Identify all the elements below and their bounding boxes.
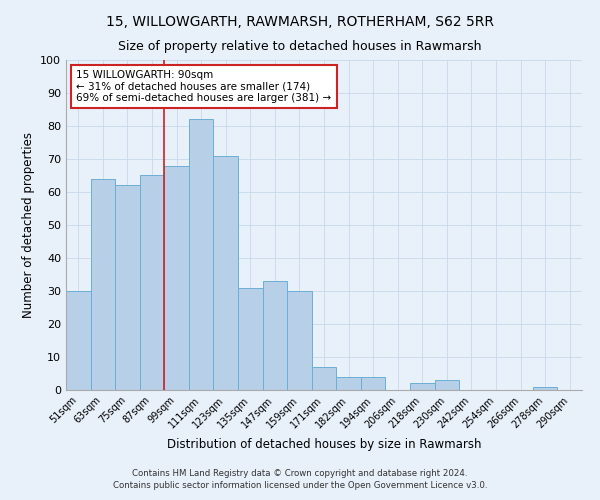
Text: 15 WILLOWGARTH: 90sqm
← 31% of detached houses are smaller (174)
69% of semi-det: 15 WILLOWGARTH: 90sqm ← 31% of detached … [76,70,331,103]
X-axis label: Distribution of detached houses by size in Rawmarsh: Distribution of detached houses by size … [167,438,481,451]
Bar [361,377,385,390]
Bar [336,377,361,390]
Bar [214,156,238,390]
Bar [312,367,336,390]
Y-axis label: Number of detached properties: Number of detached properties [22,132,35,318]
Bar [533,386,557,390]
Bar [189,120,214,390]
Text: Contains HM Land Registry data © Crown copyright and database right 2024.
Contai: Contains HM Land Registry data © Crown c… [113,468,487,490]
Text: 15, WILLOWGARTH, RAWMARSH, ROTHERHAM, S62 5RR: 15, WILLOWGARTH, RAWMARSH, ROTHERHAM, S6… [106,15,494,29]
Bar [164,166,189,390]
Bar [66,291,91,390]
Bar [410,384,434,390]
Bar [238,288,263,390]
Bar [115,186,140,390]
Text: Size of property relative to detached houses in Rawmarsh: Size of property relative to detached ho… [118,40,482,53]
Bar [263,281,287,390]
Bar [434,380,459,390]
Bar [91,179,115,390]
Bar [140,176,164,390]
Bar [287,291,312,390]
